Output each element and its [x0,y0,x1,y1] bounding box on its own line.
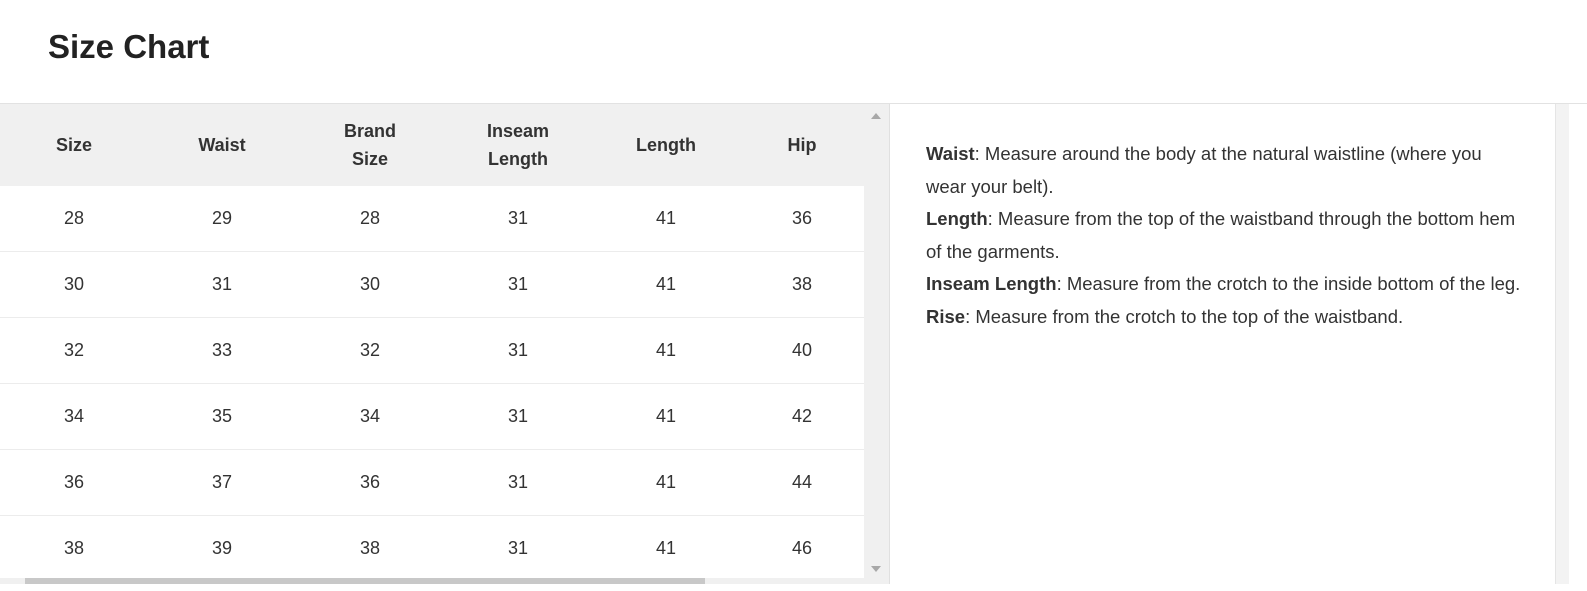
table-cell: 40 [740,317,864,384]
header-length: Length [592,104,740,186]
table-row: 36 37 36 31 41 44 [0,449,864,516]
table-cell: 32 [296,317,444,384]
table-row: 32 33 32 31 41 40 [0,317,864,384]
table-cell: 31 [444,515,592,582]
header-brand-size-cell: Brand Size [296,104,444,186]
table-cell: 41 [592,251,740,318]
scroll-down-arrow-icon[interactable] [871,566,881,572]
scrollbar-thumb[interactable] [25,578,705,584]
table-cell: 36 [740,186,864,252]
header-brand-size: Brand Size [343,121,396,169]
table-cell: 41 [592,317,740,384]
table-row: 28 29 28 31 41 36 [0,186,864,252]
table-cell: 34 [0,383,148,450]
divider [0,103,1587,104]
table-header-row: Size Waist Brand Size Inseam Length Leng… [0,104,864,186]
table-cell: 41 [592,515,740,582]
note-inseam-length: Inseam Length: Measure from the crotch t… [926,273,1521,295]
table-cell: 29 [148,186,296,252]
table-cell: 33 [148,317,296,384]
table-row: 30 31 30 31 41 38 [0,251,864,318]
table-cell: 28 [296,186,444,252]
header-waist: Waist [148,104,296,186]
size-table: Size Waist Brand Size Inseam Length Leng… [0,104,864,582]
table-cell: 41 [592,449,740,516]
header-hip: Hip [740,104,864,186]
horizontal-scrollbar[interactable] [0,578,864,584]
note-length: Length: Measure from the top of the wais… [926,208,1516,262]
measurement-notes: Waist: Measure around the body at the na… [926,138,1526,334]
table-cell: 38 [740,251,864,318]
table-cell: 31 [444,449,592,516]
table-cell: 32 [0,317,148,384]
note-waist: Waist: Measure around the body at the na… [926,143,1482,197]
table-cell: 36 [0,449,148,516]
table-cell: 30 [0,251,148,318]
size-table-container: Size Waist Brand Size Inseam Length Leng… [0,104,864,584]
table-cell: 44 [740,449,864,516]
table-cell: 31 [444,251,592,318]
table-cell: 31 [148,251,296,318]
scroll-up-arrow-icon[interactable] [871,113,881,119]
table-cell: 31 [444,383,592,450]
table-cell: 38 [0,515,148,582]
note-rise: Rise: Measure from the crotch to the top… [926,305,1404,327]
table-cell: 46 [740,515,864,582]
header-inseam-length: Inseam Length [486,121,550,169]
table-cell: 28 [0,186,148,252]
page-title: Size Chart [48,28,210,65]
notes-scrollbar[interactable] [1555,104,1569,584]
table-cell: 34 [296,383,444,450]
table-cell: 31 [444,317,592,384]
table-cell: 39 [148,515,296,582]
table-cell: 42 [740,383,864,450]
table-cell: 38 [296,515,444,582]
table-cell: 41 [592,383,740,450]
table-cell: 30 [296,251,444,318]
table-row: 38 39 38 31 41 46 [0,515,864,582]
table-row: 34 35 34 31 41 42 [0,383,864,450]
table-cell: 37 [148,449,296,516]
table-cell: 35 [148,383,296,450]
table-cell: 31 [444,186,592,252]
vertical-scrollbar[interactable] [864,104,890,584]
table-cell: 41 [592,186,740,252]
header-size: Size [0,104,148,186]
header-inseam-length-cell: Inseam Length [444,104,592,186]
table-cell: 36 [296,449,444,516]
